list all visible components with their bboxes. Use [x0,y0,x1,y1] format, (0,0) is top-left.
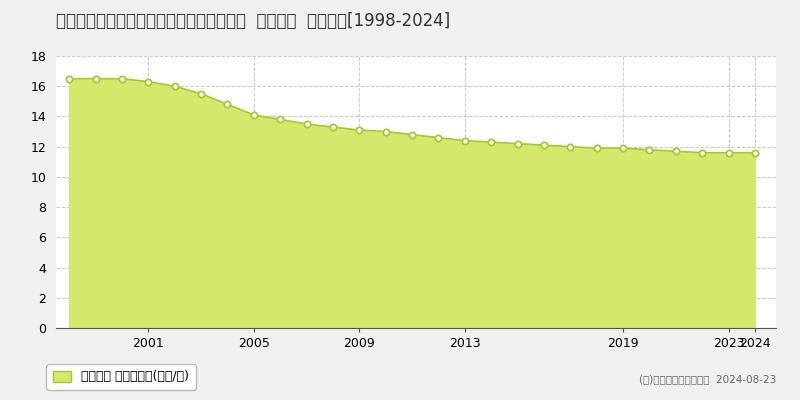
Text: 福岡県太宰府市宰府６丁目８４８番３６外  地価公示  地価推移[1998-2024]: 福岡県太宰府市宰府６丁目８４８番３６外 地価公示 地価推移[1998-2024] [56,12,450,30]
Legend: 地価公示 平均嵪単価(万円/嵪): 地価公示 平均嵪単価(万円/嵪) [46,364,195,390]
Text: (Ｃ)土地価格ドットコム  2024-08-23: (Ｃ)土地価格ドットコム 2024-08-23 [638,374,776,384]
